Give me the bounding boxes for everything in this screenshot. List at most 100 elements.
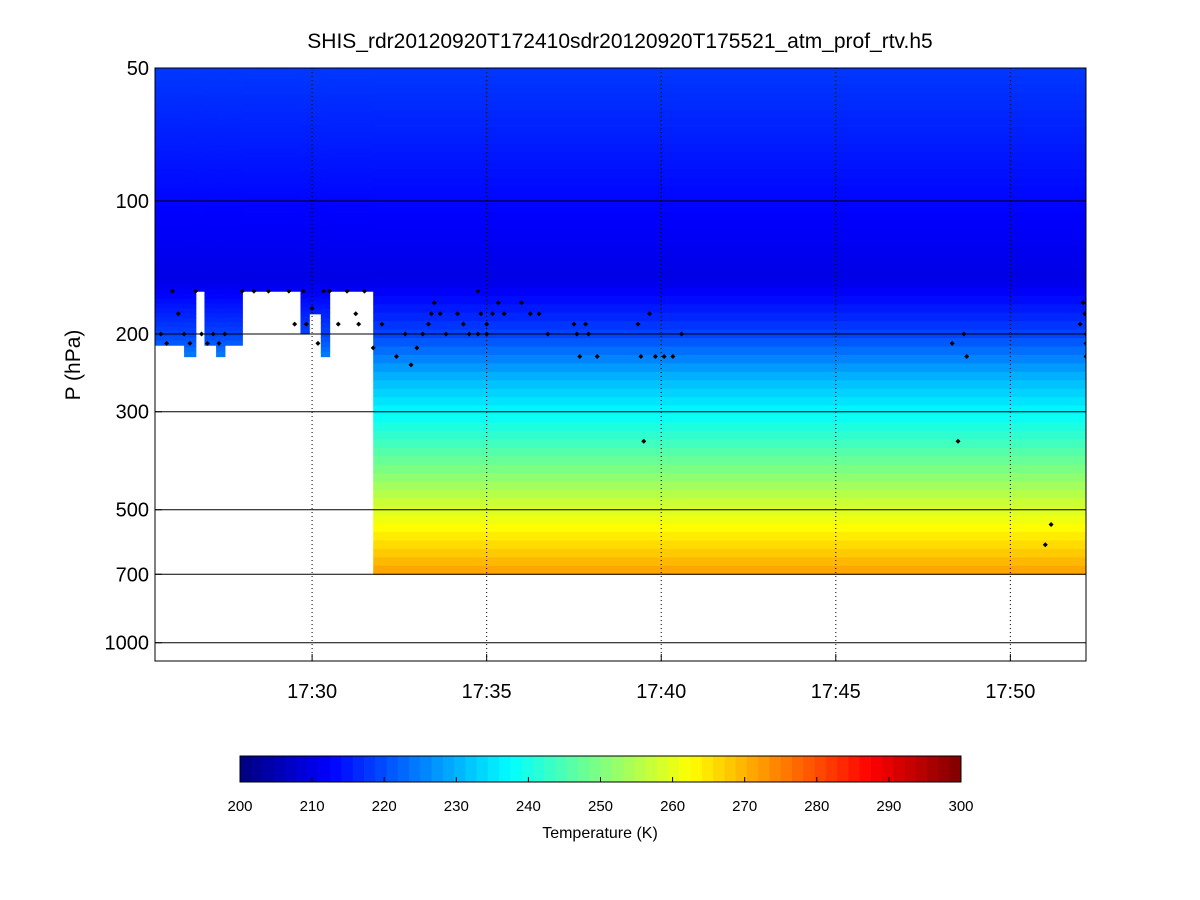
- heatmap-cell: [216, 303, 226, 310]
- heatmap-cell: [216, 236, 226, 242]
- heatmap-cell: [309, 92, 322, 98]
- heatmap-cell: [242, 272, 302, 277]
- heatmap-cell: [320, 116, 331, 122]
- heatmap-cell: [373, 515, 1086, 525]
- heatmap-cell: [204, 151, 217, 157]
- heatmap-cell: [184, 221, 197, 228]
- heatmap-cell: [309, 186, 322, 192]
- heatmap-cell: [300, 249, 310, 255]
- tropopause-point: [661, 354, 667, 360]
- heatmap-cell: [204, 91, 217, 97]
- heatmap-cell: [216, 144, 226, 151]
- heatmap-cell: [204, 289, 217, 295]
- heatmap-cell: [329, 164, 374, 170]
- heatmap-cell: [155, 169, 185, 175]
- heatmap-cell: [373, 354, 1086, 364]
- tropopause-point: [356, 321, 362, 327]
- heatmap-cell: [216, 68, 226, 74]
- colorbar-swatch: [273, 756, 286, 782]
- heatmap-cell: [309, 84, 322, 90]
- heatmap-cell: [224, 132, 243, 138]
- heatmap-cell: [300, 68, 310, 74]
- heatmap-cell: [195, 120, 206, 125]
- heatmap-cell: [216, 322, 226, 329]
- heatmap-cell: [224, 248, 243, 254]
- heatmap-cell: [184, 346, 197, 353]
- heatmap-cell: [224, 201, 243, 208]
- heatmap-cell: [216, 178, 226, 185]
- heatmap-cell: [373, 498, 1086, 508]
- heatmap-cell: [216, 221, 226, 228]
- colorbar-tick-label: 270: [732, 798, 757, 815]
- heatmap-cell: [300, 307, 310, 313]
- heatmap-cell: [224, 86, 243, 92]
- heatmap-cell: [242, 261, 302, 266]
- heatmap-cell: [204, 211, 217, 217]
- heatmap-cell: [309, 211, 322, 217]
- heatmap-cell: [184, 250, 197, 257]
- colorbar-swatch: [296, 756, 308, 782]
- heatmap-cell: [224, 252, 243, 258]
- colorbar: 200 210 220 230 240 250 260 270 280 290 300 Temper…: [227, 755, 974, 842]
- y-tick-label: 200: [116, 324, 149, 346]
- heatmap-cell: [184, 236, 197, 242]
- tropopause-point: [344, 288, 350, 294]
- heatmap-cell: [224, 123, 243, 129]
- heatmap-cell: [204, 141, 217, 148]
- heatmap-cell: [373, 422, 1086, 432]
- colorbar-swatch: [521, 756, 534, 782]
- tropopause-point: [1083, 340, 1086, 346]
- heatmap-cell: [309, 297, 322, 303]
- heatmap-cell: [155, 146, 185, 152]
- heatmap-cell: [195, 112, 206, 117]
- heatmap-cell: [309, 96, 322, 102]
- heatmap-cell: [224, 266, 243, 272]
- heatmap-cell: [216, 327, 226, 334]
- colorbar-swatch: [825, 756, 838, 782]
- heatmap-cell: [242, 227, 302, 233]
- heatmap-cell: [320, 68, 331, 74]
- heatmap-cell: [373, 481, 1086, 491]
- heatmap-cell: [309, 240, 322, 245]
- tropopause-point: [489, 311, 495, 317]
- heatmap-cell: [320, 77, 331, 84]
- colorbar-swatch: [487, 756, 500, 782]
- heatmap-cell: [184, 217, 197, 223]
- heatmap-cell: [373, 557, 1086, 567]
- heatmap-cell: [216, 135, 226, 141]
- heatmap-cell: [184, 231, 197, 237]
- x-tick-label: 17:50: [985, 681, 1035, 703]
- heatmap-cell: [224, 146, 243, 152]
- tropopause-point: [519, 300, 525, 306]
- heatmap-cell: [309, 108, 322, 114]
- heatmap-cell: [184, 289, 197, 295]
- heatmap-cell: [320, 183, 331, 189]
- heatmap-cell: [309, 194, 322, 200]
- heatmap-cell: [309, 252, 322, 258]
- heatmap-cell: [320, 284, 331, 290]
- heatmap-cell: [309, 268, 322, 274]
- heatmap-cell: [300, 107, 310, 113]
- heatmap-cell: [242, 164, 302, 170]
- heatmap-cell: [216, 106, 226, 112]
- heatmap-cell: [216, 351, 226, 358]
- heatmap-cell: [224, 335, 243, 342]
- heatmap-cell: [224, 271, 243, 277]
- heatmap-cell: [320, 255, 331, 261]
- heatmap-cell: [320, 72, 331, 79]
- heatmap-cell: [300, 325, 310, 331]
- heatmap-cell: [242, 127, 302, 132]
- y-tick-label: 1000: [105, 633, 150, 655]
- heatmap-cell: [216, 313, 226, 319]
- heatmap-cell: [195, 287, 206, 292]
- heatmap-cell: [195, 153, 206, 158]
- heatmap-cell: [216, 260, 226, 266]
- heatmap-cell: [242, 160, 302, 166]
- heatmap-cell: [184, 303, 197, 310]
- tropopause-point: [292, 321, 298, 327]
- colorbar-swatch: [803, 756, 815, 782]
- heatmap-cell: [155, 225, 185, 231]
- heatmap-cell: [216, 231, 226, 237]
- heatmap-cell: [320, 178, 331, 185]
- heatmap-cell: [155, 114, 185, 120]
